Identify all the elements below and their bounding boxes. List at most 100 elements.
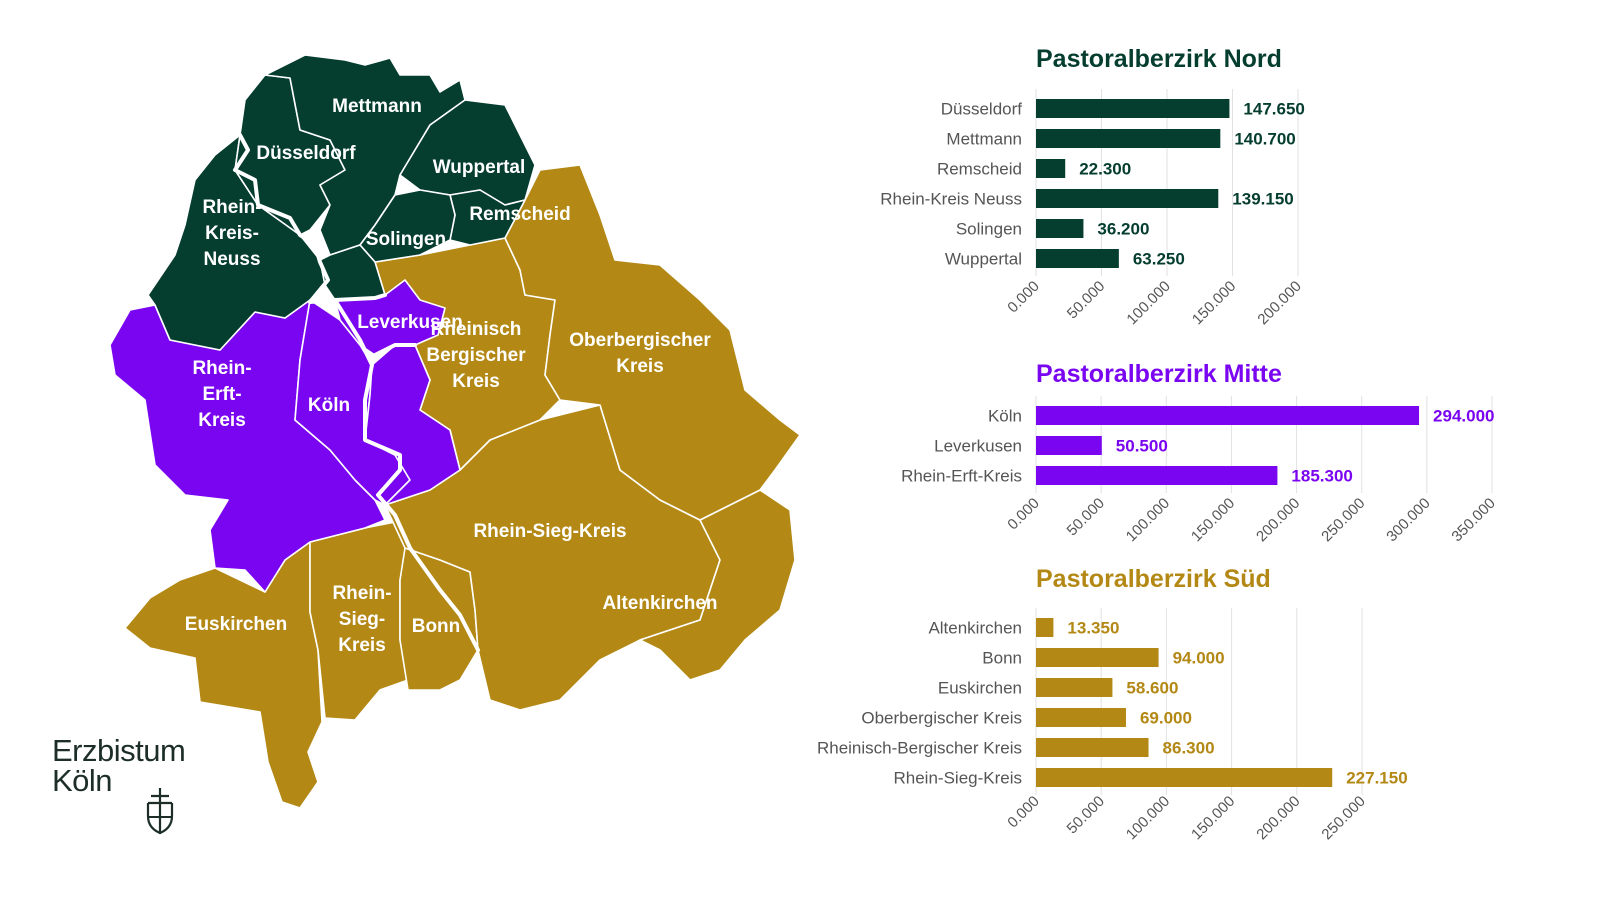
tick-label: 250.000 <box>1318 793 1368 843</box>
map-labels: Mettmann Düsseldorf Wuppertal Remscheid … <box>185 96 718 656</box>
tick-label: 250.000 <box>1318 495 1368 545</box>
tick-label: 0.000 <box>1004 495 1043 534</box>
map-label-koeln: Köln <box>308 395 350 416</box>
category-label: Rhein-Erft-Kreis <box>901 467 1022 486</box>
bar <box>1036 738 1149 757</box>
map-label-line: Bergischer <box>426 345 526 366</box>
erzbistum-logo: Erzbistum Köln <box>52 735 186 835</box>
map-label-line: Rhein- <box>192 358 251 379</box>
map-label-oberbergisch: Oberbergischer Kreis <box>569 330 711 377</box>
chart-sued: Pastoralberzirk Süd Altenkirchen 13.350 Bon… <box>817 565 1408 843</box>
map-label-line: Kreis <box>616 356 664 377</box>
category-label: Euskirchen <box>938 679 1022 698</box>
bar <box>1036 466 1278 485</box>
category-label: Düsseldorf <box>941 100 1023 119</box>
tick-label: 300.000 <box>1383 495 1433 545</box>
tick-label: 150.000 <box>1189 278 1239 328</box>
map-label-rhein-sieg: Rhein-Sieg-Kreis <box>473 521 626 542</box>
value-label: 58.600 <box>1126 679 1178 698</box>
category-label: Altenkirchen <box>928 619 1022 638</box>
map-label-rhein-erft: Rhein- Erft- Kreis <box>192 358 251 431</box>
diocese-map: Mettmann Düsseldorf Wuppertal Remscheid … <box>109 54 801 809</box>
tick-label: 100.000 <box>1123 793 1173 843</box>
bar <box>1036 708 1126 727</box>
bar <box>1036 99 1230 118</box>
tick-label: 50.000 <box>1064 495 1108 539</box>
pastoral-boundary-mitte-nord <box>308 293 387 304</box>
pastoral-boundary-mitte-east <box>373 343 417 357</box>
tick-label: 50.000 <box>1064 278 1108 322</box>
map-label-wuppertal: Wuppertal <box>433 157 526 178</box>
tick-label: 200.000 <box>1253 495 1303 545</box>
value-label: 147.650 <box>1243 100 1304 119</box>
tick-label: 200.000 <box>1253 793 1303 843</box>
category-label: Solingen <box>956 220 1022 239</box>
value-label: 63.250 <box>1133 250 1185 269</box>
bar <box>1036 436 1102 455</box>
map-label-line: Kreis- <box>205 223 259 244</box>
region-group-nord <box>147 54 536 351</box>
map-label-line: Solingen <box>366 229 446 250</box>
map-label-rhein-sieg-small: Rhein- Sieg- Kreis <box>332 583 391 656</box>
pastoral-boundary-rhine <box>333 298 480 652</box>
category-label: Remscheid <box>937 160 1022 179</box>
map-label-line: Rhein- <box>332 583 391 604</box>
value-label: 139.150 <box>1232 190 1293 209</box>
tick-label: 200.000 <box>1254 278 1304 328</box>
map-label-line: Oberbergischer <box>569 330 711 351</box>
bar <box>1036 249 1119 268</box>
tick-label: 0.000 <box>1004 278 1043 317</box>
map-label-line: Köln <box>308 395 350 416</box>
value-label: 294.000 <box>1433 407 1494 426</box>
bar <box>1036 406 1420 425</box>
bar <box>1036 618 1054 637</box>
map-label-line: Euskirchen <box>185 614 287 635</box>
tick-label: 350.000 <box>1448 495 1498 545</box>
logo-line-2: Köln <box>52 763 113 798</box>
value-label: 227.150 <box>1346 769 1407 788</box>
chart-title: Pastoralberzirk Süd <box>1036 565 1271 593</box>
value-label: 50.500 <box>1116 437 1168 456</box>
tick-label: 150.000 <box>1188 495 1238 545</box>
pastoral-boundary-nord <box>233 133 330 304</box>
category-label: Bonn <box>982 649 1022 668</box>
tick-label: 100.000 <box>1123 495 1173 545</box>
value-label: 94.000 <box>1173 649 1225 668</box>
map-label-bonn: Bonn <box>412 616 461 637</box>
map-label-line: Kreis <box>338 635 386 656</box>
map-label-line: Wuppertal <box>433 157 526 178</box>
map-label-solingen: Solingen <box>366 229 446 250</box>
map-label-line: Rheinisch <box>431 319 522 340</box>
map-label-duesseldorf: Düsseldorf <box>256 143 356 164</box>
region-altenkirchen <box>639 489 796 681</box>
category-label: Mettmann <box>946 130 1022 149</box>
map-label-line: Altenkirchen <box>602 593 717 614</box>
map-label-line: Rhein-Sieg-Kreis <box>473 521 626 542</box>
map-label-line: Rhein- <box>202 197 261 218</box>
category-label: Rhein-Kreis Neuss <box>880 190 1022 209</box>
map-label-leverkusen: Leverkusen <box>357 312 463 333</box>
region-group-mitte <box>109 279 461 593</box>
map-label-remscheid: Remscheid <box>469 204 570 225</box>
category-label: Leverkusen <box>934 437 1022 456</box>
tick-label: 150.000 <box>1188 793 1238 843</box>
chart-title: Pastoralberzirk Nord <box>1036 45 1282 73</box>
category-label: Oberbergischer Kreis <box>861 709 1022 728</box>
chart-mitte: Pastoralberzirk Mitte Köln 294.000 Leverkus… <box>901 360 1499 545</box>
map-label-line: Mettmann <box>332 96 422 117</box>
bar <box>1036 189 1219 208</box>
value-label: 22.300 <box>1079 160 1131 179</box>
map-label-line: Bonn <box>412 616 461 637</box>
category-label: Rheinisch-Bergischer Kreis <box>817 739 1022 758</box>
tick-label: 100.000 <box>1123 278 1173 328</box>
map-label-line: Remscheid <box>469 204 570 225</box>
map-label-euskirchen: Euskirchen <box>185 614 287 635</box>
category-label: Köln <box>988 407 1022 426</box>
bar <box>1036 768 1333 787</box>
bar <box>1036 648 1159 667</box>
chart-nord: Pastoralberzirk Nord Düsseldorf 147.650 Met… <box>880 45 1305 328</box>
chart-title: Pastoralberzirk Mitte <box>1036 360 1282 388</box>
map-label-neuss: Rhein- Kreis- Neuss <box>202 197 261 270</box>
value-label: 69.000 <box>1140 709 1192 728</box>
